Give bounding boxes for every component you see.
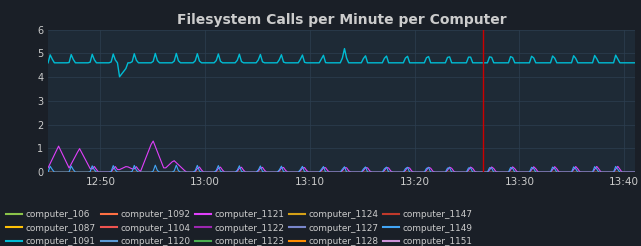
Legend: computer_106, computer_1087, computer_1091, computer_1092, computer_1104, comput: computer_106, computer_1087, computer_10… bbox=[6, 210, 472, 246]
Title: Filesystem Calls per Minute per Computer: Filesystem Calls per Minute per Computer bbox=[176, 13, 506, 27]
